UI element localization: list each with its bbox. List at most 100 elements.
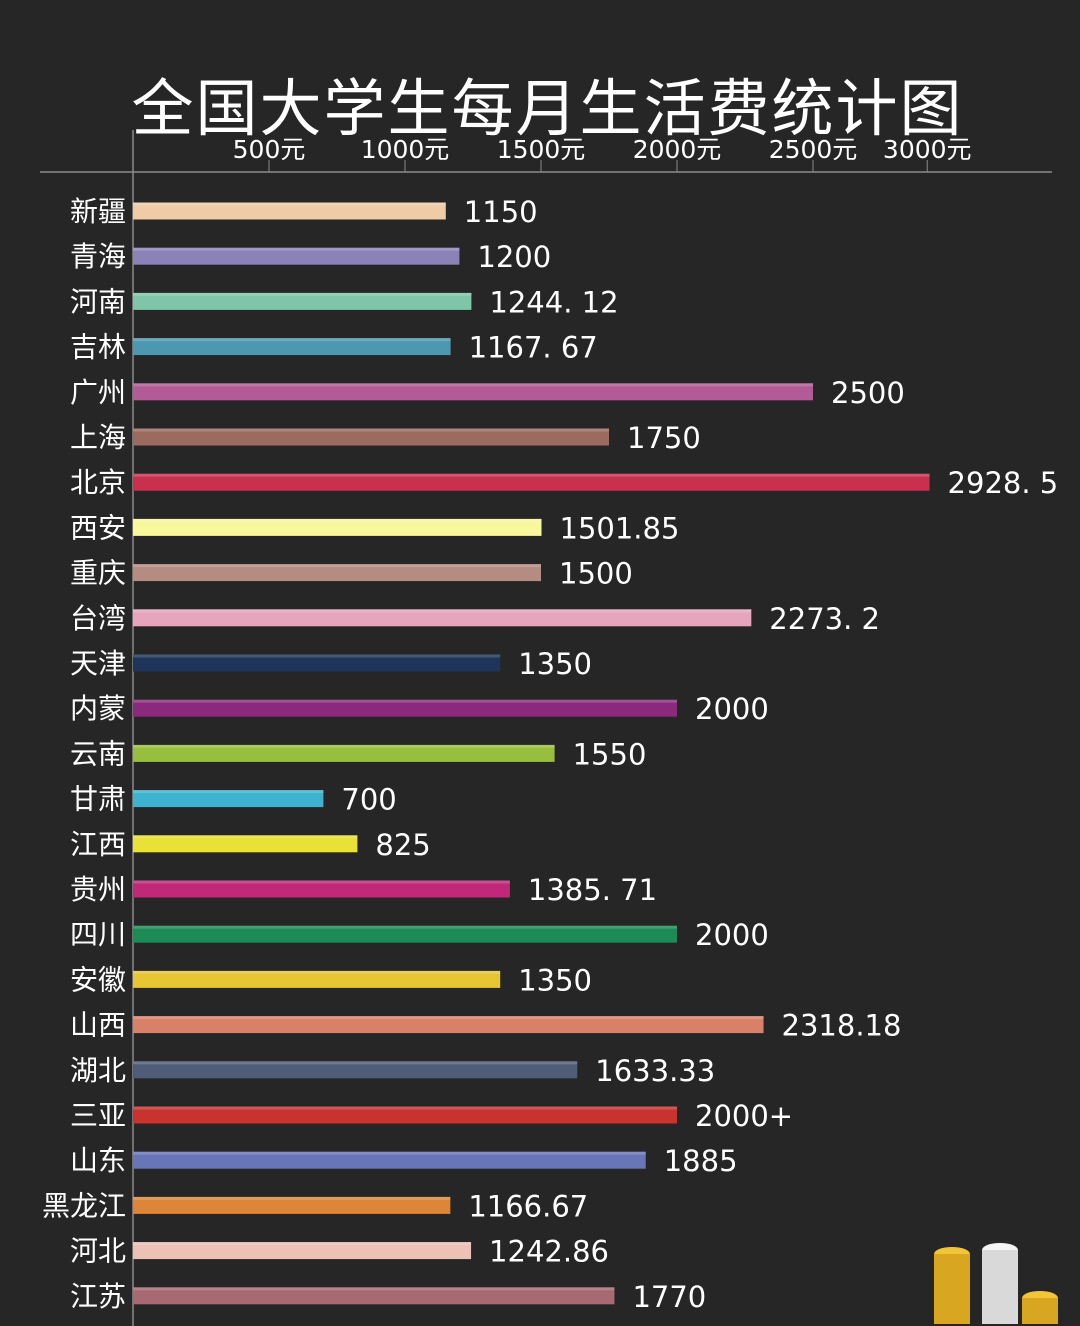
bar — [133, 1196, 451, 1214]
bar-highlight — [133, 1061, 578, 1065]
bar — [133, 202, 446, 220]
bar — [133, 880, 510, 898]
bar — [133, 1106, 677, 1124]
bar-highlight — [133, 1151, 646, 1155]
category-label: 河南 — [70, 285, 126, 318]
bar-highlight — [133, 247, 460, 251]
bar-highlight — [133, 338, 451, 342]
value-label: 1244. 12 — [489, 285, 618, 319]
value-label: 1500 — [559, 557, 633, 591]
bar-highlight — [133, 654, 501, 658]
bar-highlight — [133, 202, 446, 206]
value-label: 1242.86 — [489, 1235, 609, 1269]
bar — [133, 1016, 764, 1034]
bar — [133, 970, 501, 988]
bar-highlight — [133, 835, 358, 839]
value-label: 825 — [375, 828, 430, 862]
category-label: 三亚 — [70, 1099, 126, 1132]
x-tick-label: 1000元 — [361, 135, 450, 164]
x-tick-label: 3000元 — [883, 135, 972, 164]
bar — [133, 925, 677, 943]
bar-highlight — [133, 744, 555, 748]
value-label: 1550 — [573, 737, 647, 771]
bar — [133, 1287, 615, 1305]
category-label: 四川 — [70, 918, 126, 951]
category-label: 上海 — [70, 421, 126, 454]
value-label: 1150 — [464, 195, 538, 229]
value-label: 1350 — [518, 963, 592, 997]
x-tick-label: 2500元 — [769, 135, 858, 164]
value-label: 1770 — [632, 1280, 706, 1314]
category-label: 内蒙 — [70, 692, 126, 725]
value-label: 1167. 67 — [469, 331, 598, 365]
value-label: 2000+ — [695, 1099, 793, 1133]
bar — [133, 1151, 646, 1169]
bar-highlight — [133, 970, 501, 974]
value-label: 1166.67 — [468, 1189, 588, 1223]
category-label: 江苏 — [70, 1280, 126, 1313]
value-label: 1350 — [518, 647, 592, 681]
value-label: 2000 — [695, 918, 769, 952]
value-label: 1633.33 — [595, 1054, 715, 1088]
bar — [133, 1061, 578, 1079]
category-label: 北京 — [70, 466, 126, 499]
bar — [133, 383, 813, 401]
bar — [133, 609, 752, 627]
bar-highlight — [133, 880, 510, 884]
category-label: 云南 — [70, 737, 126, 770]
bar-highlight — [133, 428, 609, 432]
bar — [133, 428, 609, 446]
value-label: 1200 — [477, 240, 551, 274]
value-label: 1885 — [664, 1144, 738, 1178]
bar-highlight — [133, 292, 472, 296]
category-label: 台湾 — [70, 602, 126, 635]
value-label: 1750 — [627, 421, 701, 455]
category-label: 重庆 — [70, 557, 126, 590]
value-label: 2318.18 — [782, 1009, 902, 1043]
x-tick-label: 1500元 — [497, 135, 586, 164]
category-label: 青海 — [70, 240, 126, 273]
value-label: 2273. 2 — [769, 602, 880, 636]
bar-highlight — [133, 699, 677, 703]
category-label: 湖北 — [70, 1054, 126, 1087]
bar — [133, 1242, 472, 1260]
bar — [133, 744, 555, 762]
bar-highlight — [133, 1106, 677, 1110]
value-label: 2928. 5 — [948, 466, 1059, 500]
bar-highlight — [133, 473, 930, 477]
bar-highlight — [133, 383, 813, 387]
bar-highlight — [133, 1016, 764, 1020]
bar — [133, 699, 677, 717]
x-tick-label: 2000元 — [633, 135, 722, 164]
value-label: 1501.85 — [560, 511, 680, 545]
bar — [133, 292, 472, 310]
category-label: 天津 — [70, 647, 126, 680]
bar-highlight — [133, 564, 541, 568]
bar-highlight — [133, 1196, 451, 1200]
category-label: 山西 — [70, 1009, 126, 1042]
category-label: 山东 — [70, 1144, 126, 1177]
bar — [133, 518, 542, 536]
category-label: 黑龙江 — [42, 1189, 126, 1222]
bar — [133, 790, 324, 808]
bar-highlight — [133, 925, 677, 929]
category-label: 新疆 — [70, 195, 126, 228]
x-tick-label: 500元 — [233, 135, 306, 164]
category-label: 贵州 — [70, 873, 126, 906]
value-label: 700 — [341, 783, 396, 817]
value-label: 2500 — [831, 376, 905, 410]
category-label: 广州 — [70, 376, 126, 409]
bar-highlight — [133, 1287, 615, 1291]
bar — [133, 564, 541, 582]
category-label: 吉林 — [70, 331, 126, 364]
category-label: 西安 — [70, 511, 126, 544]
value-label: 1385. 71 — [528, 873, 657, 907]
bar — [133, 338, 451, 356]
bar-highlight — [133, 609, 752, 613]
bar-highlight — [133, 1242, 472, 1246]
bar — [133, 835, 358, 853]
bar-highlight — [133, 790, 324, 794]
chart-title: 全国大学生每月生活费统计图 — [131, 72, 964, 145]
